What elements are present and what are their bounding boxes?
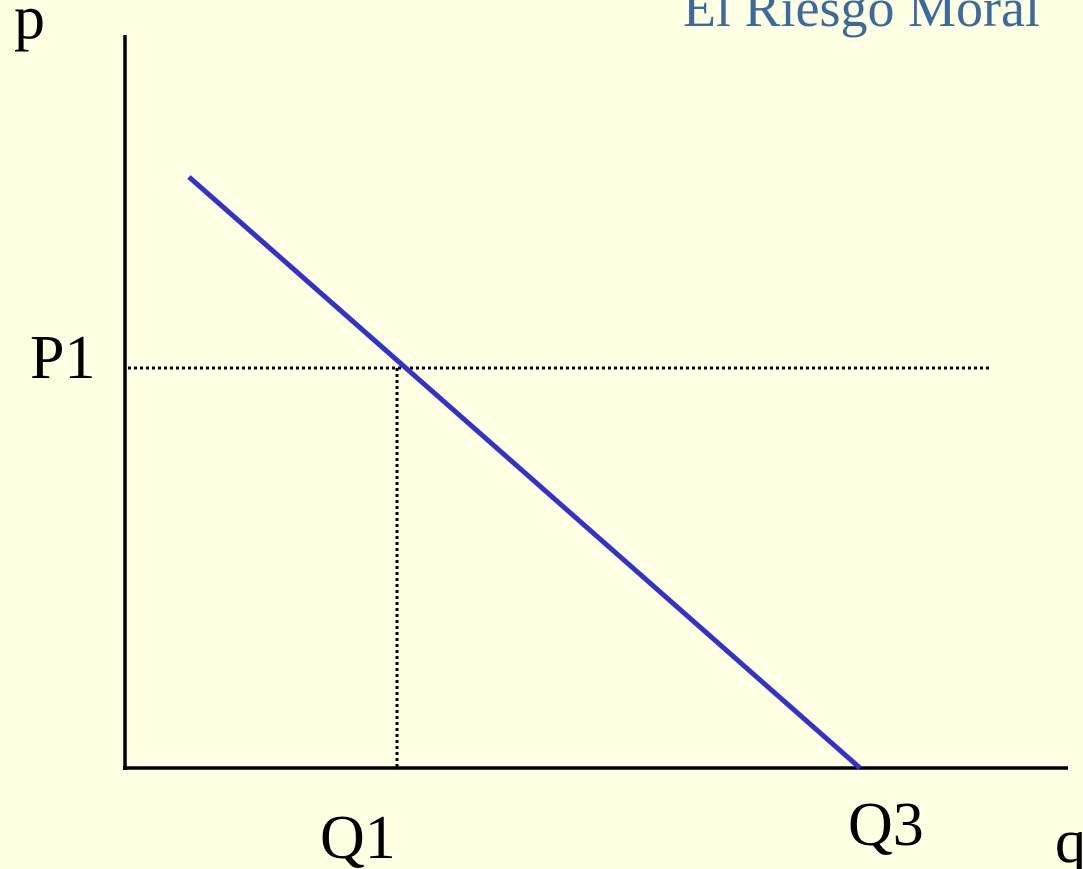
x-axis-label: q [1055,808,1083,869]
y-axis-label: p [14,0,45,52]
demand-curve [187,175,862,770]
quantity-label: Q1 [320,804,396,869]
title: El Riesgo Moral [683,0,1040,38]
price-label: P1 [30,324,95,392]
quantity-label: Q3 [848,791,924,859]
